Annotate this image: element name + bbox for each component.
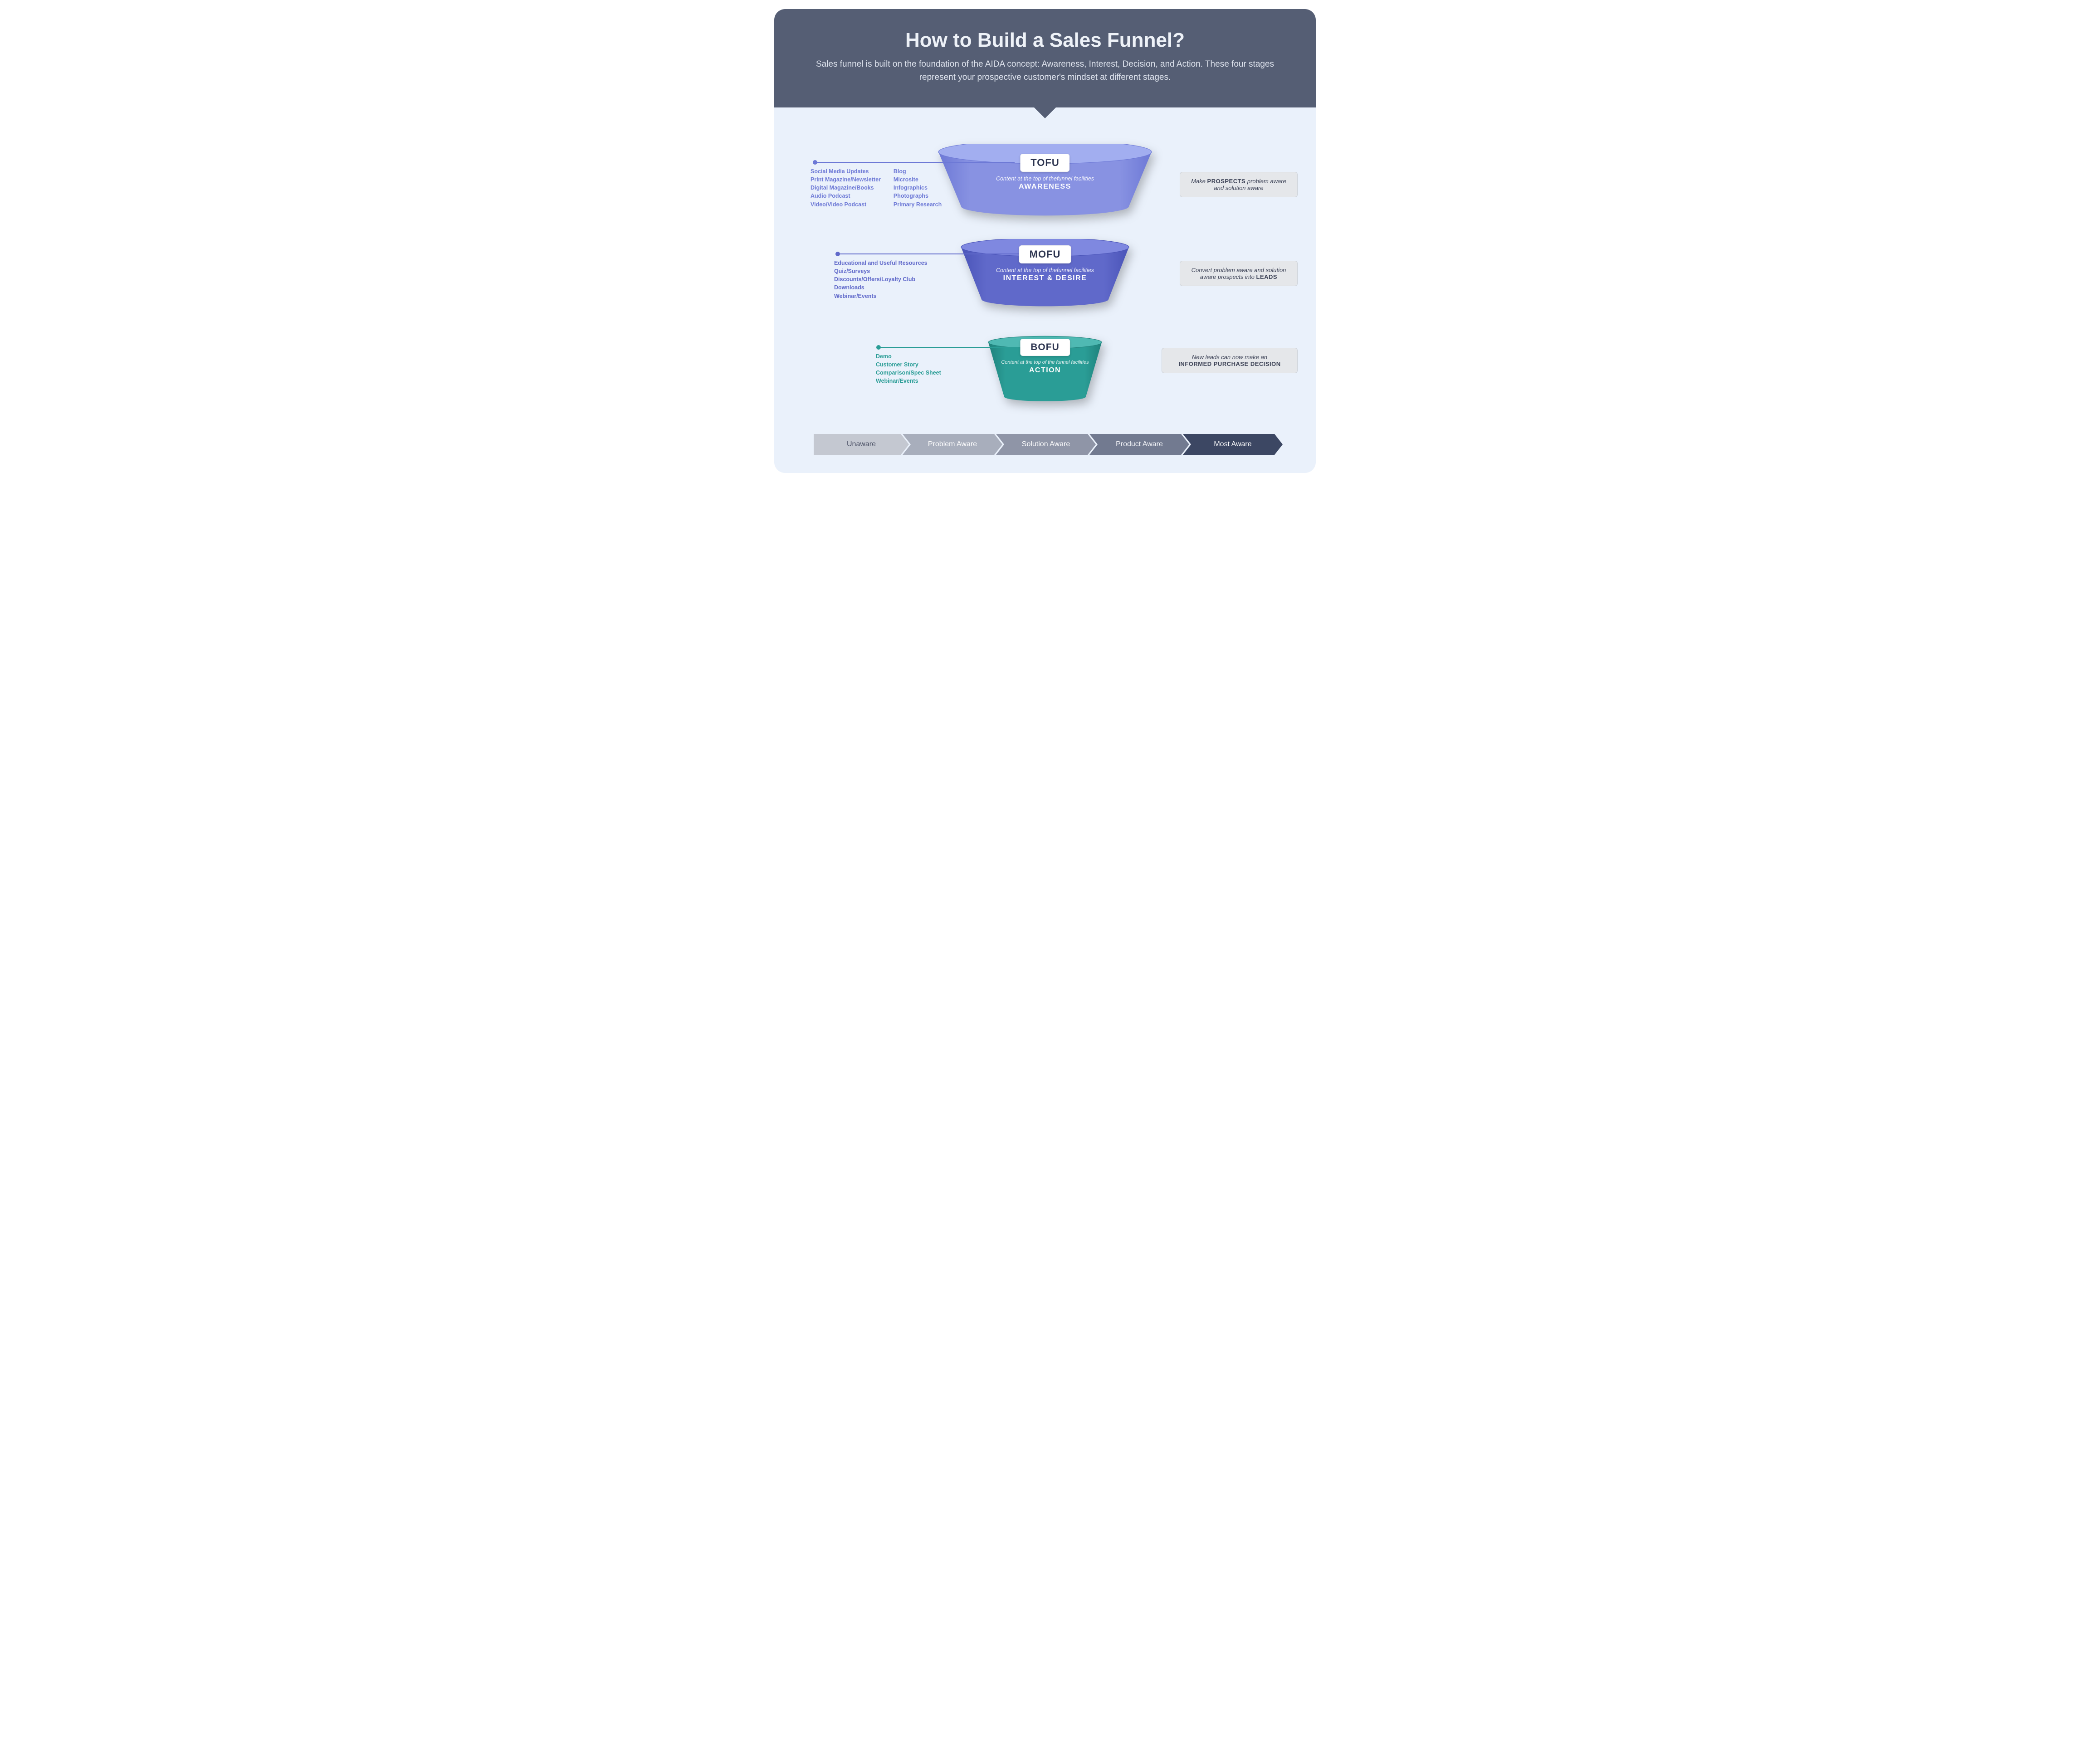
list-item: Digital Magazine/Books xyxy=(811,184,881,192)
awareness-label: Product Aware xyxy=(1116,440,1163,448)
header-subtitle: Sales funnel is built on the foundation … xyxy=(801,58,1289,84)
infographic-card: How to Build a Sales Funnel? Sales funne… xyxy=(774,9,1316,473)
bofu-badge: BOFU xyxy=(1020,339,1070,356)
list-item: Quiz/Surveys xyxy=(834,267,928,275)
list-item: Webinar/Events xyxy=(876,377,941,385)
list-item: Demo xyxy=(876,352,941,361)
bofu-content-list: DemoCustomer StoryComparison/Spec SheetW… xyxy=(876,352,941,385)
mofu-slice-text: Content at the top of thefunnel faciliti… xyxy=(977,267,1113,283)
mofu-callout: Convert problem aware and solution aware… xyxy=(1180,261,1298,286)
awareness-chevron-product-aware: Product Aware xyxy=(1089,434,1189,455)
list-item: Webinar/Events xyxy=(834,292,928,300)
list-item: Educational and Useful Resources xyxy=(834,259,928,267)
tofu-connector-dot-icon xyxy=(813,160,817,165)
mofu-connector-dot-icon xyxy=(835,252,840,256)
mofu-content-list: Educational and Useful ResourcesQuiz/Sur… xyxy=(834,259,928,300)
list-item: Downloads xyxy=(834,283,928,292)
list-item: Video/Video Podcast xyxy=(811,200,881,209)
mofu-badge: MOFU xyxy=(1019,245,1071,263)
awareness-chevron-most-aware: Most Aware xyxy=(1183,434,1283,455)
tofu-connector xyxy=(815,162,1015,163)
tofu-slice-text: Content at the top of thefunnel faciliti… xyxy=(977,175,1113,191)
awareness-label: Unaware xyxy=(847,440,876,448)
list-item: Comparison/Spec Sheet xyxy=(876,369,941,377)
bofu-connector-dot-icon xyxy=(876,345,881,350)
bofu-slice-text: Content at the top of the funnel facilit… xyxy=(977,360,1113,375)
tofu-caption: Content at the top of thefunnel faciliti… xyxy=(977,175,1113,182)
list-item: Primary Research xyxy=(894,200,942,209)
list-item: Microsite xyxy=(894,175,942,184)
mofu-stage-name: INTEREST & DESIRE xyxy=(977,274,1113,283)
tofu-content-list: Social Media UpdatesPrint Magazine/Newsl… xyxy=(811,167,942,209)
list-item: Discounts/Offers/Loyalty Club xyxy=(834,275,928,283)
funnel-stage-tofu: TOFU Content at the top of thefunnel faci… xyxy=(774,144,1316,225)
funnel-area: TOFU Content at the top of thefunnel faci… xyxy=(774,107,1316,407)
list-item: Photographs xyxy=(894,192,942,200)
funnel-stage-mofu: MOFU Content at the top of thefunnel faci… xyxy=(774,239,1316,321)
bofu-caption: Content at the top of the funnel facilit… xyxy=(977,360,1113,365)
awareness-label: Problem Aware xyxy=(928,440,977,448)
funnel-stage-bofu: BOFU Content at the top of the funnel fac… xyxy=(774,334,1316,420)
list-item: Blog xyxy=(894,167,942,175)
header: How to Build a Sales Funnel? Sales funne… xyxy=(774,9,1316,107)
list-item: Print Magazine/Newsletter xyxy=(811,175,881,184)
list-item: Customer Story xyxy=(876,361,941,369)
awareness-chevron-problem-aware: Problem Aware xyxy=(903,434,1002,455)
awareness-label: Most Aware xyxy=(1214,440,1251,448)
awareness-label: Solution Aware xyxy=(1022,440,1070,448)
list-item: Audio Podcast xyxy=(811,192,881,200)
tofu-badge: TOFU xyxy=(1020,154,1069,172)
tofu-stage-name: AWARENESS xyxy=(977,183,1113,191)
bofu-stage-name: ACTION xyxy=(977,366,1113,375)
bofu-callout: New leads can now make anINFORMED PURCHA… xyxy=(1162,348,1298,373)
mofu-connector xyxy=(838,253,1019,254)
awareness-chevron-unaware: Unaware xyxy=(814,434,909,455)
awareness-chevron-solution-aware: Solution Aware xyxy=(996,434,1096,455)
list-item: Infographics xyxy=(894,184,942,192)
mofu-caption: Content at the top of thefunnel faciliti… xyxy=(977,267,1113,273)
list-item: Social Media Updates xyxy=(811,167,881,175)
tofu-callout: Make PROSPECTS problem aware and solutio… xyxy=(1180,172,1298,197)
header-title: How to Build a Sales Funnel? xyxy=(801,29,1289,52)
bofu-connector xyxy=(879,347,1028,348)
